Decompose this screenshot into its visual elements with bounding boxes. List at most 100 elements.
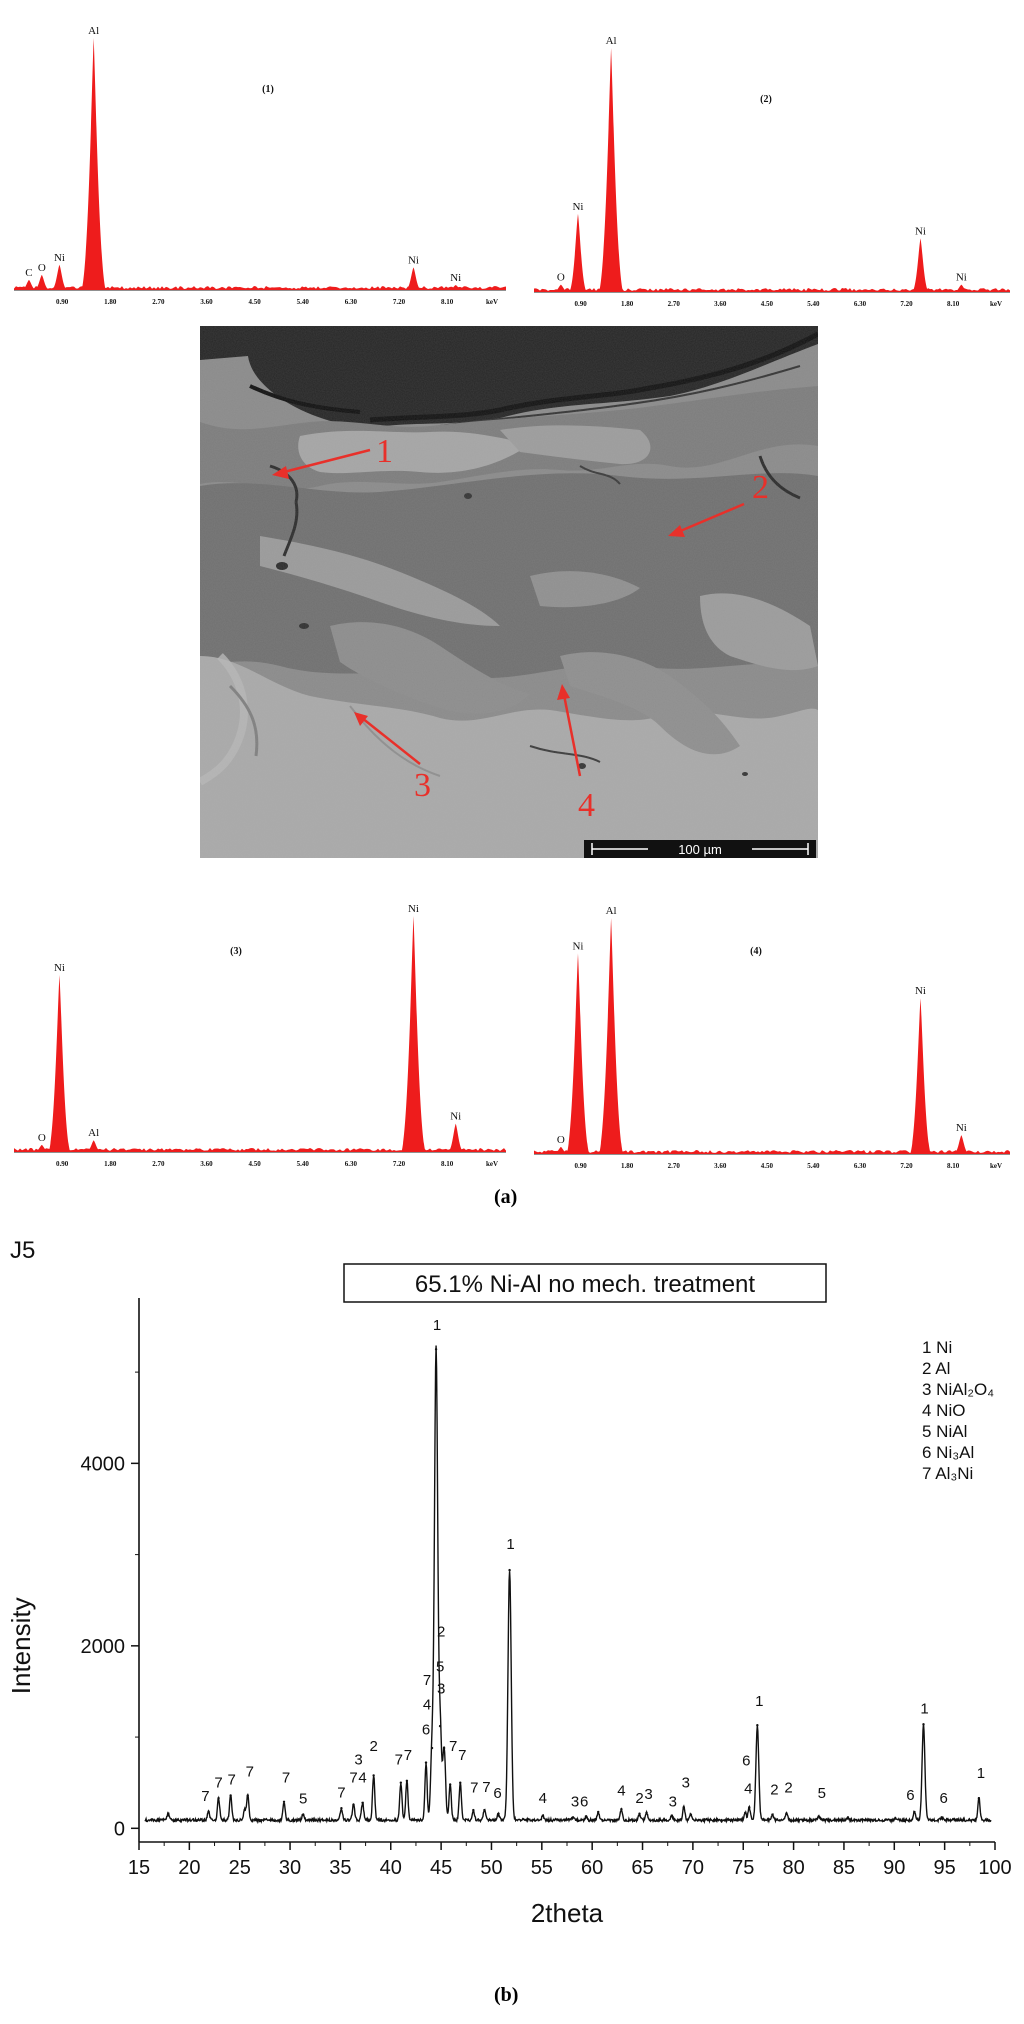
- scale-bar-label: 100 µm: [678, 842, 722, 857]
- phase-annotation: 7: [449, 1738, 457, 1755]
- phase-annotation: 7: [201, 1788, 209, 1805]
- y-tick-label: 2000: [81, 1636, 126, 1658]
- phase-annotation: 6: [742, 1752, 750, 1769]
- xrd-peak-point: [217, 1797, 220, 1800]
- edx-peak-label: Ni: [450, 1111, 461, 1123]
- xrd-peak-point: [846, 1816, 850, 1819]
- sem-arrow-1: [272, 448, 371, 479]
- phase-annotation: 2: [369, 1738, 377, 1755]
- phase-annotation: 3: [669, 1793, 677, 1810]
- edx-tick-label: 7.20: [900, 1162, 913, 1170]
- xrd-peak-point: [756, 1724, 759, 1727]
- edx-tick-label: 4.50: [249, 1160, 262, 1168]
- xrd-peak-point: [894, 1817, 897, 1820]
- legend-entry: 1 Ni: [922, 1338, 952, 1357]
- edx-peak: [48, 975, 71, 1152]
- x-tick-label: 80: [782, 1857, 804, 1879]
- edx-peak: [954, 284, 969, 292]
- phase-annotation: 3: [682, 1774, 690, 1791]
- legend-entry: 6 Ni₃Al: [922, 1443, 974, 1462]
- xrd-peak-point: [817, 1815, 820, 1818]
- xrd-trace: [144, 1345, 992, 1825]
- edx-tick-label: 4.50: [761, 300, 774, 308]
- xrd-peak-point: [913, 1810, 916, 1814]
- edx-tick-label: 0.90: [574, 1162, 587, 1170]
- edx-peak-label: Al: [606, 35, 617, 47]
- x-tick-label: 70: [682, 1857, 704, 1879]
- edx-tick-label: 0.90: [56, 1160, 69, 1168]
- xrd-peak-point: [744, 1811, 747, 1815]
- edx-tick-label: 8.10: [947, 1162, 960, 1170]
- edx-peak-label: Ni: [572, 201, 583, 213]
- edx-background: [534, 1150, 1010, 1154]
- phase-annotation: 1: [977, 1765, 985, 1782]
- x-tick-label: 30: [279, 1857, 301, 1879]
- scale-bar: 100 µm: [584, 840, 816, 858]
- xrd-peak-point: [597, 1810, 600, 1814]
- sem-arrow-3: [354, 712, 421, 765]
- xrd-peak-point: [497, 1812, 500, 1815]
- xrd-peak-point: [246, 1794, 249, 1797]
- edx-peak: [569, 213, 587, 292]
- edx-peak: [448, 284, 463, 290]
- edx-peak: [599, 48, 624, 292]
- edx-peak: [21, 279, 37, 290]
- edx-unit-label: keV: [486, 298, 498, 306]
- edx-background: [14, 1148, 506, 1152]
- xrd-peak-point: [571, 1816, 575, 1819]
- xrd-peak-point: [282, 1800, 286, 1804]
- phase-annotation: 7: [423, 1672, 431, 1689]
- edx-peak: [553, 284, 569, 292]
- edx-peak-label: Ni: [450, 272, 461, 284]
- edx-tick-label: 7.20: [393, 298, 406, 306]
- edx-peak-label: Al: [606, 905, 617, 917]
- phase-annotation: 2: [437, 1624, 445, 1641]
- x-tick-label: 50: [480, 1857, 502, 1879]
- phase-annotation: 7: [404, 1747, 412, 1764]
- phase-annotation: 1: [755, 1693, 763, 1710]
- xrd-peak-point: [940, 1816, 943, 1819]
- xrd-peak-point: [442, 1746, 446, 1750]
- edx-peak-label: Al: [88, 25, 99, 37]
- edx-panel-title: (3): [230, 946, 242, 957]
- edx-tick-label: 1.80: [621, 300, 634, 308]
- phase-annotation: 6: [580, 1793, 588, 1810]
- xrd-peak-point: [771, 1813, 774, 1816]
- edx-tick-label: 8.10: [947, 300, 960, 308]
- sem-arrow-2: [668, 502, 745, 537]
- phase-annotation: 7: [337, 1784, 345, 1801]
- xrd-peak-point: [541, 1814, 545, 1817]
- phase-annotation: 3: [354, 1751, 362, 1768]
- edx-peak-label: Ni: [54, 252, 65, 264]
- x-tick-label: 100: [978, 1857, 1011, 1879]
- phase-annotation: 3: [571, 1793, 579, 1810]
- legend-entry: 2 Al: [922, 1359, 950, 1378]
- caption-a: (a): [494, 1186, 518, 1208]
- y-tick-label: 0: [114, 1818, 125, 1840]
- edx-peak: [553, 1146, 569, 1154]
- xrd-peak-point: [584, 1815, 588, 1818]
- x-tick-label: 95: [934, 1857, 956, 1879]
- xrd-peak-point: [459, 1781, 462, 1784]
- edx-tick-label: 5.40: [807, 300, 820, 308]
- x-tick-label: 90: [883, 1857, 905, 1879]
- phase-annotation: 4: [358, 1770, 366, 1787]
- legend-entry: 3 NiAl₂O₄: [922, 1380, 994, 1399]
- edx-peak: [599, 918, 624, 1154]
- x-tick-label: 40: [380, 1857, 402, 1879]
- legend-entry: 4 NiO: [922, 1401, 965, 1420]
- xrd-peak-point: [434, 1348, 438, 1351]
- xrd-peak-point: [682, 1806, 686, 1809]
- edx-peak: [401, 916, 426, 1152]
- edx-panel-title: (1): [262, 84, 274, 95]
- edx-peak: [448, 1123, 464, 1152]
- xrd-peak-point: [229, 1794, 232, 1797]
- edx-peak-label: O: [557, 1134, 565, 1146]
- edx-tick-label: 7.20: [393, 1160, 406, 1168]
- phase-annotation: 7: [470, 1780, 478, 1797]
- phase-annotation: 6: [939, 1790, 947, 1807]
- edx-tick-label: 8.10: [441, 1160, 454, 1168]
- edx-peak-label: O: [38, 1132, 46, 1144]
- phase-annotation: 2: [770, 1782, 778, 1799]
